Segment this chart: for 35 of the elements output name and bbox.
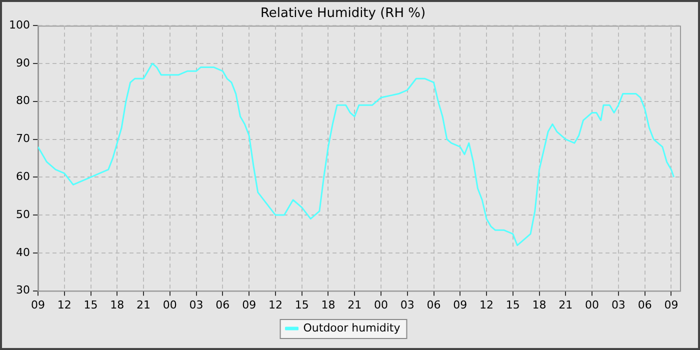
x-tick-label: 09 — [30, 298, 45, 312]
x-tick-label: 21 — [348, 298, 362, 312]
x-tick-label: 15 — [506, 298, 520, 312]
x-tick-label: 06 — [216, 298, 230, 312]
chart-title: Relative Humidity (RH %) — [260, 6, 426, 22]
x-tick-label: 03 — [611, 298, 626, 312]
x-tick-label: 06 — [638, 298, 652, 312]
x-tick-label: 18 — [110, 298, 124, 312]
x-tick-label: 09 — [664, 298, 678, 312]
legend-label: Outdoor humidity — [303, 321, 401, 334]
x-tick-label: 00 — [162, 298, 177, 312]
x-tick-label: 15 — [294, 298, 309, 312]
x-tick-label: 21 — [136, 298, 151, 312]
x-tick-label: 03 — [400, 298, 414, 312]
y-tick-label: 30 — [16, 284, 30, 297]
y-tick-label: 50 — [16, 208, 30, 221]
x-tick-label: 12 — [480, 298, 494, 312]
x-tick-label: 00 — [585, 298, 600, 312]
x-tick-label: 21 — [558, 298, 573, 312]
y-tick-label: 40 — [16, 246, 30, 259]
y-tick-label: 80 — [16, 94, 30, 108]
y-tick-label: 90 — [16, 56, 30, 70]
y-tick-label: 60 — [16, 170, 30, 183]
x-tick-label: 09 — [453, 298, 468, 312]
x-tick-label: 03 — [189, 298, 204, 312]
y-tick-label: 70 — [16, 132, 30, 146]
x-tick-label: 18 — [321, 298, 336, 312]
x-tick-label: 18 — [532, 298, 546, 312]
x-tick-label: 12 — [268, 298, 282, 312]
x-tick-label: 00 — [374, 298, 388, 312]
x-tick-label: 06 — [426, 298, 441, 312]
y-tick-label: 100 — [8, 18, 30, 32]
x-tick-label: 15 — [84, 298, 98, 312]
x-tick-label: 12 — [57, 298, 72, 312]
x-tick-label: 09 — [242, 298, 256, 312]
